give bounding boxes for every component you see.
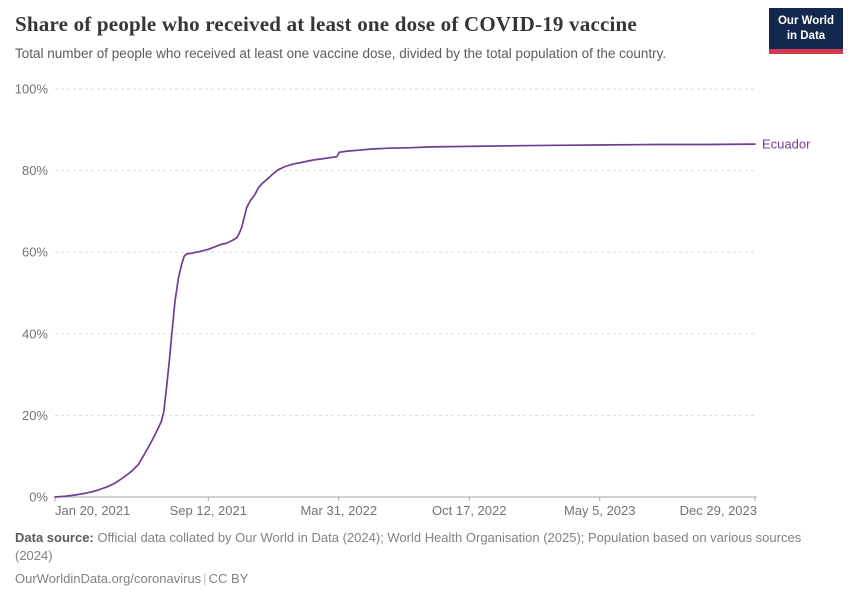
chart-title: Share of people who received at least on… — [15, 12, 637, 36]
footer-separator: | — [203, 571, 207, 587]
owid-logo-red-stripe — [769, 48, 843, 54]
y-tick-label: 80% — [22, 163, 48, 178]
series-line-ecuador[interactable] — [54, 143, 756, 498]
y-tick-label: 100% — [15, 82, 49, 97]
x-tick-label: Oct 17, 2022 — [432, 503, 506, 518]
x-tick-label: Sep 12, 2021 — [170, 503, 247, 518]
owid-logo-text: Our World in Data — [769, 8, 843, 49]
owid-url-link[interactable]: OurWorldinData.org/coronavirus — [15, 571, 202, 587]
y-tick-label: 40% — [22, 326, 48, 341]
x-tick-label: Dec 29, 2023 — [680, 503, 757, 518]
data-source-note: Data source: Official data collated by O… — [15, 529, 815, 565]
y-tick-label: 20% — [22, 408, 48, 423]
chart-subtitle: Total number of people who received at l… — [15, 46, 667, 61]
owid-logo-line1: Our World — [777, 15, 834, 27]
owid-logo-line2: in Data — [786, 29, 826, 42]
owid-logo[interactable]: Our World in Data — [769, 8, 843, 54]
x-tick-label: Mar 31, 2022 — [300, 503, 377, 518]
x-tick-label: Jan 20, 2021 — [55, 503, 130, 518]
data-source-text: Official data collated by Our World in D… — [15, 530, 802, 564]
footer-license-line: OurWorldinData.org/coronavirus | CC BY — [15, 570, 815, 588]
data-source-label: Data source: — [15, 530, 94, 545]
y-tick-label: 0% — [29, 490, 48, 505]
license-link[interactable]: CC BY — [208, 571, 249, 587]
x-tick-label: May 5, 2023 — [564, 503, 636, 518]
chart-header: Share of people who received at least on… — [15, 12, 750, 61]
series-label-ecuador[interactable]: Ecuador — [762, 137, 811, 152]
chart-footer: Data source: Official data collated by O… — [15, 529, 815, 589]
y-tick-label: 60% — [22, 245, 48, 260]
